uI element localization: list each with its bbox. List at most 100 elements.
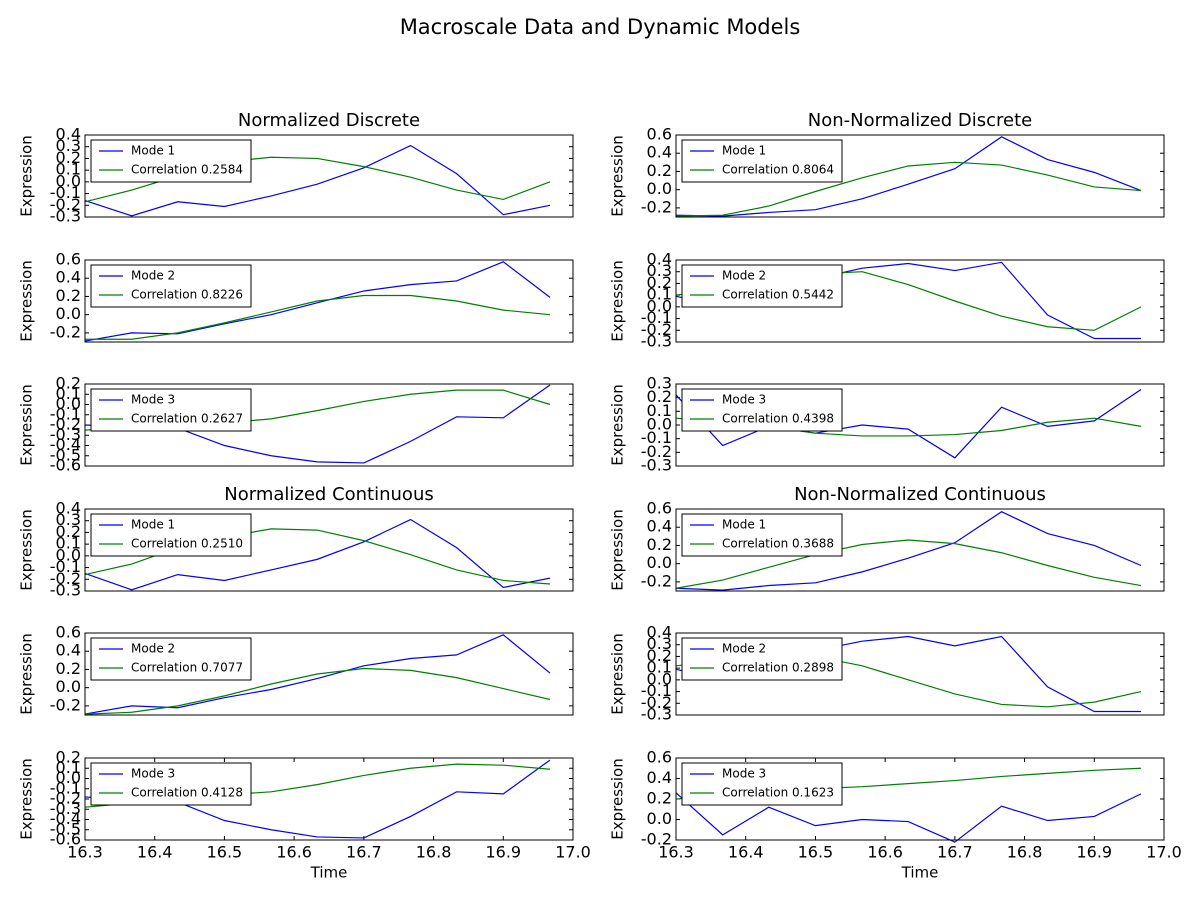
- series-line: [84, 518, 551, 591]
- y-tick-label: -0.2: [50, 789, 81, 808]
- y-tick-label: 0.6: [647, 125, 672, 144]
- y-tick-label: 0.0: [56, 304, 81, 323]
- y-tick-label: 0.0: [56, 677, 81, 696]
- y-tick-label: -0.1: [641, 428, 672, 447]
- subplot-title: Normalized Discrete: [238, 110, 420, 131]
- y-tick-label: 0.4: [647, 517, 672, 536]
- y-tick-label: 0.6: [647, 499, 672, 518]
- legend-label: Mode 3: [131, 767, 175, 781]
- x-tick-label: 16.4: [137, 843, 173, 862]
- legend-box: [90, 388, 252, 432]
- legend-box: [90, 762, 252, 806]
- y-tick-label: 0.1: [647, 285, 672, 304]
- subplot-title: Non-Normalized Continuous: [794, 484, 1046, 505]
- x-axis-label: Time: [310, 864, 348, 882]
- legend-label: Correlation 0.5442: [722, 288, 834, 302]
- y-tick-label: 0.4: [56, 268, 81, 287]
- y-tick-label: 0.4: [56, 125, 81, 144]
- y-tick-label: -0.2: [50, 569, 81, 588]
- series-line: [85, 294, 551, 340]
- legend-box: [90, 139, 252, 183]
- legend-label: Correlation 0.3688: [722, 537, 834, 551]
- x-tick-label: 16.6: [276, 843, 312, 862]
- x-tick-label: 16.9: [485, 843, 521, 862]
- plot-frame: [84, 383, 574, 467]
- y-tick-label: -0.2: [50, 415, 81, 434]
- legend-label: Mode 2: [722, 642, 766, 656]
- legend-label: Mode 2: [722, 269, 766, 283]
- series-line: [84, 144, 551, 217]
- plot-frame: [675, 757, 1165, 841]
- y-tick-label: -0.3: [641, 456, 672, 475]
- y-tick-label: -0.2: [641, 693, 672, 712]
- x-tick-label: 16.4: [728, 843, 764, 862]
- legend-box: [681, 388, 843, 432]
- legend-label: Correlation 0.2898: [722, 661, 834, 675]
- y-tick-label: 0.4: [647, 250, 672, 269]
- y-tick-label: 0.0: [56, 545, 81, 564]
- subplot-title: Normalized Continuous: [224, 484, 433, 505]
- y-tick-label: 0.2: [56, 522, 81, 541]
- y-tick-label: 0.3: [647, 374, 672, 393]
- y-axis-label: Expression: [609, 260, 627, 341]
- x-tick-label: 16.8: [416, 843, 452, 862]
- series-line: [84, 261, 551, 342]
- x-tick-label: 16.5: [798, 843, 834, 862]
- series-line: [675, 792, 1142, 843]
- legend-label: Correlation 0.8226: [131, 288, 243, 302]
- y-tick-label: 0.0: [647, 179, 672, 198]
- figure-title: Macroscale Data and Dynamic Models: [400, 15, 801, 39]
- legend-box: [90, 264, 252, 308]
- y-tick-label: -0.3: [50, 207, 81, 226]
- x-tick-label: 17.0: [1146, 843, 1182, 862]
- legend-label: Mode 2: [131, 269, 175, 283]
- y-tick-label: -0.1: [50, 404, 81, 423]
- y-tick-label: -0.2: [641, 571, 672, 590]
- series-line: [675, 161, 1142, 217]
- plot-frame: [675, 632, 1165, 716]
- legend-box: [681, 762, 843, 806]
- y-tick-label: -0.2: [641, 830, 672, 849]
- legend-label: Correlation 0.4128: [131, 786, 243, 800]
- legend-label: Mode 1: [722, 518, 766, 532]
- y-tick-label: 0.1: [56, 384, 81, 403]
- series-line: [675, 511, 1142, 591]
- y-tick-label: 0.6: [56, 250, 81, 269]
- x-tick-label: 16.7: [346, 843, 382, 862]
- x-axis-label: Time: [901, 864, 939, 882]
- y-tick-label: 0.0: [56, 171, 81, 190]
- y-tick-label: -0.3: [641, 705, 672, 724]
- x-tick-label: 16.3: [658, 843, 694, 862]
- y-tick-label: -0.2: [50, 695, 81, 714]
- legend-label: Correlation 0.8064: [722, 163, 834, 177]
- y-tick-label: 0.1: [647, 401, 672, 420]
- legend-label: Mode 3: [722, 393, 766, 407]
- legend-label: Correlation 0.7077: [131, 661, 243, 675]
- y-tick-label: -0.3: [50, 425, 81, 444]
- y-tick-label: 0.1: [647, 658, 672, 677]
- y-tick-label: -0.2: [50, 322, 81, 341]
- x-tick-label: 16.3: [67, 843, 103, 862]
- y-tick-label: -0.1: [50, 778, 81, 797]
- y-tick-label: 0.1: [56, 534, 81, 553]
- y-tick-label: 0.2: [647, 387, 672, 406]
- y-tick-label: -0.5: [50, 445, 81, 464]
- y-tick-label: -0.3: [50, 799, 81, 818]
- y-tick-label: 0.0: [647, 553, 672, 572]
- series-line: [84, 667, 551, 715]
- y-tick-label: 0.6: [647, 748, 672, 767]
- plot-frame: [675, 134, 1165, 218]
- legend-box: [681, 264, 843, 308]
- legend-label: Correlation 0.2584: [131, 163, 243, 177]
- y-tick-label: -0.6: [50, 830, 81, 849]
- y-tick-label: 0.4: [56, 641, 81, 660]
- plot-frame: [84, 259, 574, 343]
- series-line: [675, 388, 1142, 459]
- legend-label: Mode 3: [722, 767, 766, 781]
- y-tick-label: 0.3: [647, 261, 672, 280]
- y-tick-label: 0.2: [56, 374, 81, 393]
- y-axis-label: Expression: [18, 384, 36, 465]
- y-tick-label: -0.2: [641, 442, 672, 461]
- series-line: [675, 136, 1142, 217]
